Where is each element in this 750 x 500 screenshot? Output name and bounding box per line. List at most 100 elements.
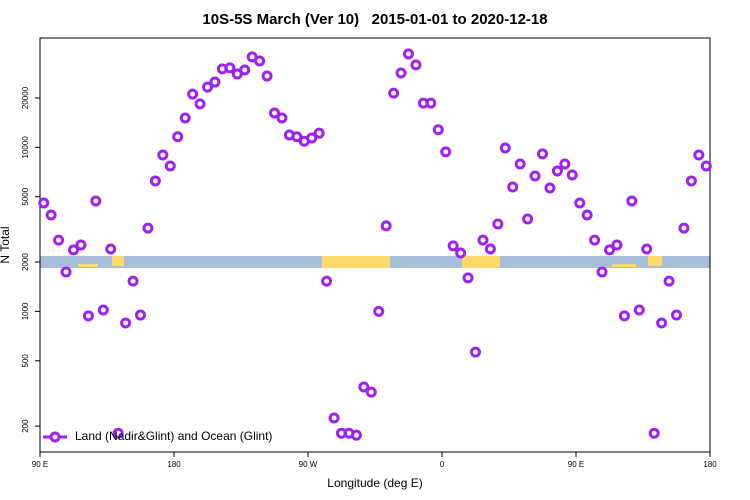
y-axis-label: N Total <box>0 226 12 263</box>
data-point <box>261 70 273 82</box>
data-point <box>618 310 630 322</box>
data-point <box>365 386 377 398</box>
data-point <box>581 209 593 221</box>
y-tick-label: 20000 <box>21 86 30 109</box>
data-point <box>693 149 705 161</box>
data-point <box>626 195 638 207</box>
data-point <box>589 234 601 246</box>
data-point <box>403 48 414 60</box>
x-tick-label: 90 E <box>32 460 48 469</box>
data-point <box>105 243 117 255</box>
data-point <box>529 170 541 182</box>
land-patch <box>78 264 98 267</box>
legend-label: Land (Nadir&Glint) and Ocean (Glint) <box>75 429 272 443</box>
data-point <box>328 412 340 424</box>
data-point <box>388 87 400 99</box>
data-point <box>447 240 459 252</box>
data-point <box>395 67 407 79</box>
data-point <box>135 309 146 321</box>
data-point <box>194 98 206 110</box>
data-point <box>82 310 94 322</box>
land-patch <box>112 256 124 266</box>
land-patch <box>648 256 662 266</box>
data-point <box>97 304 109 316</box>
land-patch <box>612 264 636 267</box>
data-point <box>45 209 57 221</box>
data-point <box>425 97 437 109</box>
data-point <box>209 76 221 88</box>
y-tick-label: 2000 <box>21 253 30 271</box>
map-strip <box>40 256 710 268</box>
x-tick-label: 180 <box>167 460 181 469</box>
data-point <box>477 234 489 246</box>
data-point <box>604 244 615 256</box>
data-point <box>120 317 132 329</box>
data-point <box>566 169 578 181</box>
data-point <box>492 218 504 230</box>
data-point <box>648 427 660 439</box>
data-point <box>75 239 87 251</box>
data-point <box>440 146 452 158</box>
data-point <box>127 275 139 287</box>
data-point <box>596 266 608 278</box>
data-point <box>276 112 288 124</box>
data-point <box>187 88 199 100</box>
data-point <box>470 346 481 358</box>
data-point <box>291 131 303 143</box>
data-point <box>455 247 467 259</box>
y-tick-label: 200 <box>21 419 30 433</box>
data-point <box>462 272 474 284</box>
data-point <box>551 165 563 177</box>
data-point <box>112 427 124 439</box>
data-point <box>663 275 675 287</box>
data-point <box>179 112 191 124</box>
data-point <box>537 148 548 160</box>
data-point <box>499 142 511 154</box>
data-point <box>53 234 65 246</box>
data-point <box>514 158 526 170</box>
data-point <box>544 182 556 194</box>
x-tick-label: 0 <box>440 460 445 469</box>
data-point <box>641 243 653 255</box>
plot-frame <box>39 37 711 453</box>
data-point <box>306 132 318 144</box>
data-point <box>164 160 176 172</box>
data-point <box>484 243 496 255</box>
data-point <box>68 244 79 256</box>
x-tick-label: 90 E <box>568 460 584 469</box>
data-point <box>38 197 50 209</box>
data-point <box>172 131 184 143</box>
y-tick-label: 10000 <box>21 136 30 159</box>
data-point <box>410 59 422 71</box>
data-point <box>350 429 362 441</box>
data-point <box>432 124 444 136</box>
data-point <box>90 195 102 207</box>
data-point <box>633 304 645 316</box>
data-point <box>700 160 712 172</box>
data-point <box>522 213 534 225</box>
data-point <box>678 222 690 234</box>
land-patch <box>322 256 390 268</box>
data-point <box>224 62 236 74</box>
data-point <box>373 305 385 317</box>
data-point <box>559 158 571 170</box>
x-tick-label: 90 W <box>299 460 318 469</box>
data-point <box>380 220 392 232</box>
x-tick-label: 180 <box>703 460 717 469</box>
y-tick-label: 1000 <box>21 302 30 320</box>
data-point <box>60 266 72 278</box>
data-point <box>157 149 169 161</box>
land-patch <box>462 256 500 268</box>
chart-title: 10S-5S March (Ver 10) 2015-01-01 to 2020… <box>202 11 547 28</box>
data-point <box>313 127 325 139</box>
data-point <box>656 317 668 329</box>
data-point <box>507 181 519 193</box>
data-point <box>202 81 213 93</box>
data-point <box>239 64 251 76</box>
data-point <box>611 239 623 251</box>
data-point <box>142 222 154 234</box>
data-point <box>685 175 697 187</box>
data-point <box>574 197 586 209</box>
